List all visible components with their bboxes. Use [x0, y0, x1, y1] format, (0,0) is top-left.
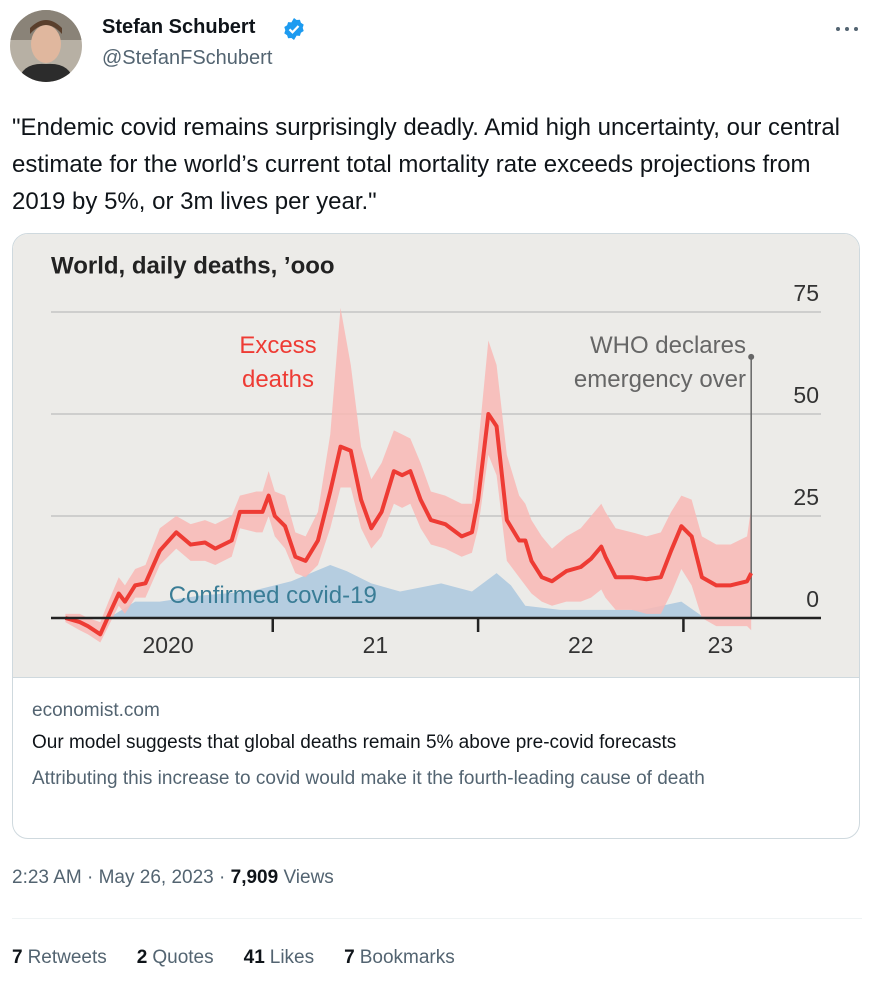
- uncertainty-band: [65, 307, 752, 643]
- tweet-stats: 7 Retweets 2 Quotes 41 Likes 7 Bookmarks: [12, 947, 455, 969]
- stat-count: 7: [12, 947, 23, 968]
- x-tick-label: 2020: [142, 632, 193, 658]
- card-description: Attributing this increase to covid would…: [32, 768, 705, 789]
- chart-image: World, daily deaths, ’ooo 0 25 50 75 2020 21 2…: [13, 234, 859, 678]
- stat[interactable]: 7 Retweets: [12, 947, 107, 969]
- time[interactable]: 2:23 AM: [12, 867, 82, 888]
- x-tick-label: 22: [568, 632, 594, 658]
- y-tick-label: 75: [793, 280, 819, 306]
- stat[interactable]: 7 Bookmarks: [344, 947, 455, 969]
- stat-label: Bookmarks: [359, 947, 455, 968]
- date[interactable]: May 26, 2023: [98, 867, 214, 888]
- separator: ·: [219, 867, 226, 888]
- annotation: WHO declares emergency over: [573, 332, 746, 393]
- more-menu[interactable]: [834, 22, 860, 36]
- link-card[interactable]: World, daily deaths, ’ooo 0 25 50 75 2020 21 2…: [12, 233, 860, 839]
- stat-count: 41: [243, 947, 265, 968]
- series-label: Excess deaths: [239, 332, 317, 393]
- x-tick-label: 23: [708, 632, 734, 658]
- separator: ·: [87, 867, 94, 888]
- view-count: 7,909: [230, 867, 279, 888]
- tweet-text: "Endemic covid remains surprisingly dead…: [12, 114, 841, 215]
- excess-line: [64, 412, 753, 637]
- stat[interactable]: 41 Likes: [244, 947, 315, 969]
- author-handle[interactable]: @StefanFSchubert: [102, 47, 273, 69]
- x-tick-label: 21: [363, 632, 389, 658]
- stat-label: Retweets: [27, 947, 107, 968]
- divider: [12, 918, 862, 919]
- stat-label: Likes: [269, 947, 315, 968]
- verified-badge: [284, 18, 304, 40]
- author-name[interactable]: Stefan Schubert: [102, 16, 256, 38]
- y-tick-label: 50: [793, 382, 819, 408]
- confirmed-area: [108, 564, 752, 618]
- series-label: Confirmed covid-19: [169, 582, 377, 609]
- stat-count: 7: [344, 947, 355, 968]
- chart-title: World, daily deaths, ’ooo: [51, 252, 335, 279]
- y-tick-label: 25: [793, 484, 819, 510]
- card-domain: economist.com: [32, 700, 160, 721]
- chart: World, daily deaths, ’ooo 0 25 50 75 2020 21 2…: [51, 252, 821, 658]
- y-tick-label: 0: [806, 586, 819, 612]
- tweet-meta: 2:23 AM · May 26, 2023 · 7,909 Views: [12, 867, 334, 889]
- card-title: Our model suggests that global deaths re…: [32, 732, 677, 753]
- annotation-dot: [748, 353, 755, 360]
- stat[interactable]: 2 Quotes: [137, 947, 214, 969]
- stat-label: Quotes: [152, 947, 214, 968]
- views-label: Views: [283, 867, 334, 888]
- stat-count: 2: [136, 947, 148, 968]
- avatar[interactable]: [10, 10, 82, 82]
